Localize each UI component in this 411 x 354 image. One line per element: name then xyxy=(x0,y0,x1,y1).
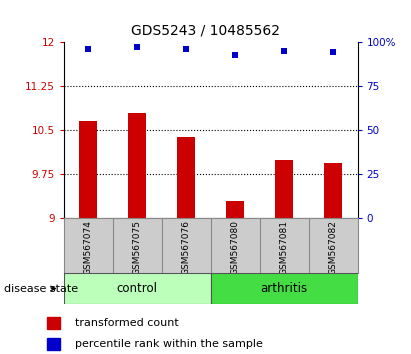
Point xyxy=(281,48,287,54)
FancyBboxPatch shape xyxy=(64,273,211,304)
Point xyxy=(134,44,141,50)
Bar xyxy=(79,121,97,218)
FancyBboxPatch shape xyxy=(211,273,358,304)
Bar xyxy=(46,338,60,350)
Point xyxy=(330,49,336,55)
Text: GSM567074: GSM567074 xyxy=(84,221,93,275)
Text: GSM567076: GSM567076 xyxy=(182,221,191,275)
Bar xyxy=(128,113,146,218)
Text: GDS5243 / 10485562: GDS5243 / 10485562 xyxy=(131,23,280,37)
Text: transformed count: transformed count xyxy=(75,318,178,327)
Bar xyxy=(177,137,196,218)
Text: arthritis: arthritis xyxy=(261,282,308,295)
Bar xyxy=(275,160,293,218)
Point xyxy=(183,47,189,52)
Bar xyxy=(226,201,245,218)
Bar xyxy=(46,316,60,329)
Text: percentile rank within the sample: percentile rank within the sample xyxy=(75,339,263,349)
Text: control: control xyxy=(117,282,158,295)
Point xyxy=(85,46,92,51)
Text: GSM567081: GSM567081 xyxy=(279,221,289,275)
Text: GSM567082: GSM567082 xyxy=(328,221,337,275)
Bar xyxy=(324,164,342,218)
Point xyxy=(232,52,238,58)
Text: disease state: disease state xyxy=(4,284,78,293)
Text: GSM567080: GSM567080 xyxy=(231,221,240,275)
Text: GSM567075: GSM567075 xyxy=(133,221,142,275)
